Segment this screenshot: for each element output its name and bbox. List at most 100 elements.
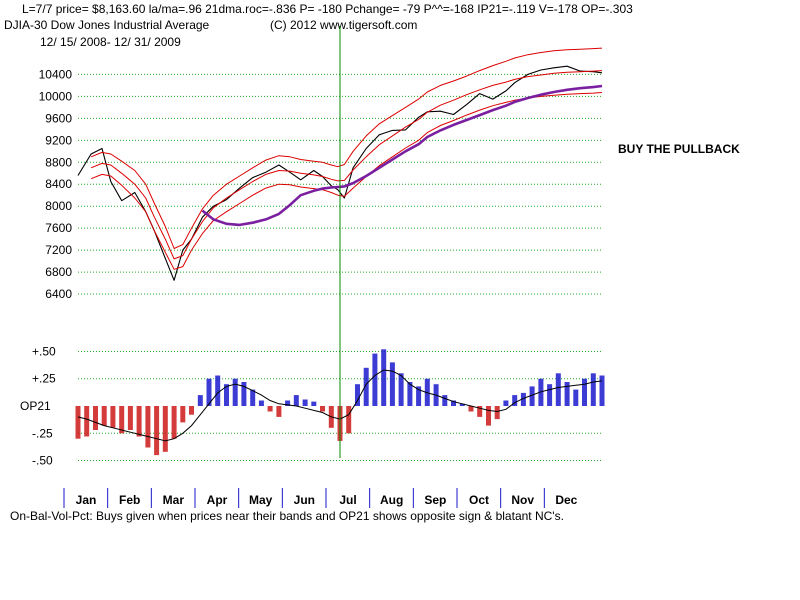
op21-bar [468, 406, 474, 412]
op21-bar [84, 406, 90, 437]
op21-bar [302, 399, 308, 406]
op21-bar [582, 378, 587, 406]
op21-bar [154, 406, 160, 456]
moving-average-line [201, 84, 603, 227]
op21-bar [232, 378, 238, 406]
footer-note: On-Bal-Vol-Pct: Buys given when prices n… [10, 509, 564, 523]
op21-bar [293, 395, 299, 406]
op21-bar [162, 406, 168, 452]
op21-tick-label: -.25 [32, 426, 53, 440]
op21-bar [538, 378, 544, 406]
op21-bar [389, 362, 395, 406]
op21-bar [416, 386, 422, 406]
op21-bar [346, 406, 352, 434]
op21-bar [136, 406, 142, 437]
upper-band-line [90, 47, 603, 249]
month-axis: Jan Feb Mar Apr May Jun Jul Aug Sep Oct Nov Dec [63, 488, 578, 508]
price-axis: 6400 6800 7200 7600 8000 8400 8800 9200 9600 1000… [39, 67, 73, 301]
op21-bar [573, 389, 579, 406]
op21-bar [250, 389, 256, 406]
month-label: Oct [469, 493, 489, 507]
op21-axis: +.50 +.25 OP21 -.25 -.50 [20, 344, 56, 467]
op21-tick-label: +.25 [32, 372, 56, 386]
op21-bar [127, 406, 133, 430]
op21-bar [241, 382, 247, 406]
op21-tick-label: OP21 [20, 399, 51, 413]
copyright-text: (C) 2012 www.tigersoft.com [270, 18, 417, 32]
op21-tick-label: +.50 [32, 344, 56, 358]
op21-bar [547, 384, 553, 406]
op21-bar [320, 406, 325, 412]
price-tick-label: 7600 [45, 221, 72, 235]
price-panel [77, 47, 603, 281]
op21-bar [311, 401, 317, 406]
price-tick-label: 9600 [45, 111, 72, 125]
op21-bar [407, 382, 413, 406]
op21-bar [75, 406, 81, 439]
op21-bar [372, 353, 378, 406]
op21-tick-label: -.50 [32, 454, 53, 468]
op21-bar [215, 375, 221, 406]
month-label: Aug [380, 493, 403, 507]
lower-band-line [90, 92, 603, 270]
price-line [77, 65, 603, 281]
price-tick-label: 9200 [45, 133, 72, 147]
month-label: Nov [511, 493, 534, 507]
date-range: 12/ 15/ 2008- 12/ 31/ 2009 [40, 35, 181, 49]
op21-bar [206, 378, 212, 406]
op21-bar [93, 406, 98, 430]
op21-bar [512, 395, 518, 406]
price-tick-label: 8000 [45, 199, 72, 213]
month-label: Apr [207, 493, 228, 507]
month-label: Jul [339, 493, 356, 507]
price-tick-label: 6800 [45, 265, 72, 279]
op21-bar [180, 406, 186, 423]
op21-bar [189, 406, 194, 415]
op21-bar [355, 384, 360, 406]
op21-bar [555, 373, 561, 406]
price-tick-label: 10000 [39, 89, 73, 103]
op21-bar [224, 384, 229, 406]
month-label: Feb [119, 493, 140, 507]
month-label: Dec [555, 493, 577, 507]
op21-bar [276, 406, 282, 417]
op21-bar [529, 386, 535, 406]
op21-bar [398, 373, 404, 406]
op21-bar [424, 378, 430, 406]
op21-bar [477, 406, 483, 417]
symbol-line: DJIA-30 Dow Jones Industrial Average [4, 18, 210, 32]
op21-bar [599, 375, 605, 406]
price-tick-label: 10400 [39, 67, 73, 81]
op21-bar [520, 392, 526, 406]
op21-bar [119, 406, 125, 434]
op21-bar [590, 373, 596, 406]
month-label: Mar [163, 493, 185, 507]
op21-bar [110, 406, 116, 428]
price-tick-label: 8400 [45, 177, 72, 191]
op21-bar [145, 406, 151, 448]
price-tick-label: 8800 [45, 155, 72, 169]
op21-bar [258, 400, 264, 406]
month-label: Sep [424, 493, 446, 507]
op21-bar [363, 367, 369, 406]
price-tick-label: 6400 [45, 287, 72, 301]
op21-bar [197, 395, 203, 406]
month-label: Jun [294, 493, 315, 507]
op21-bar [171, 406, 177, 439]
op21-bar [381, 349, 387, 406]
op21-bar [494, 406, 500, 420]
op21-bar [503, 400, 509, 406]
month-label: Jan [76, 493, 97, 507]
op21-bar [564, 382, 570, 406]
middle-band-line [90, 70, 603, 260]
stats-line: L=7/7 price= $8,163.60 la/ma=.96 21dma.r… [22, 2, 633, 16]
op21-bar [451, 400, 456, 406]
buy-pullback-annotation: BUY THE PULLBACK [618, 142, 740, 156]
price-tick-label: 7200 [45, 243, 72, 257]
op21-bar [459, 403, 465, 406]
op21-bar [486, 406, 491, 426]
op21-bar [101, 406, 107, 426]
op21-bar [442, 395, 448, 406]
month-label: May [249, 493, 273, 507]
